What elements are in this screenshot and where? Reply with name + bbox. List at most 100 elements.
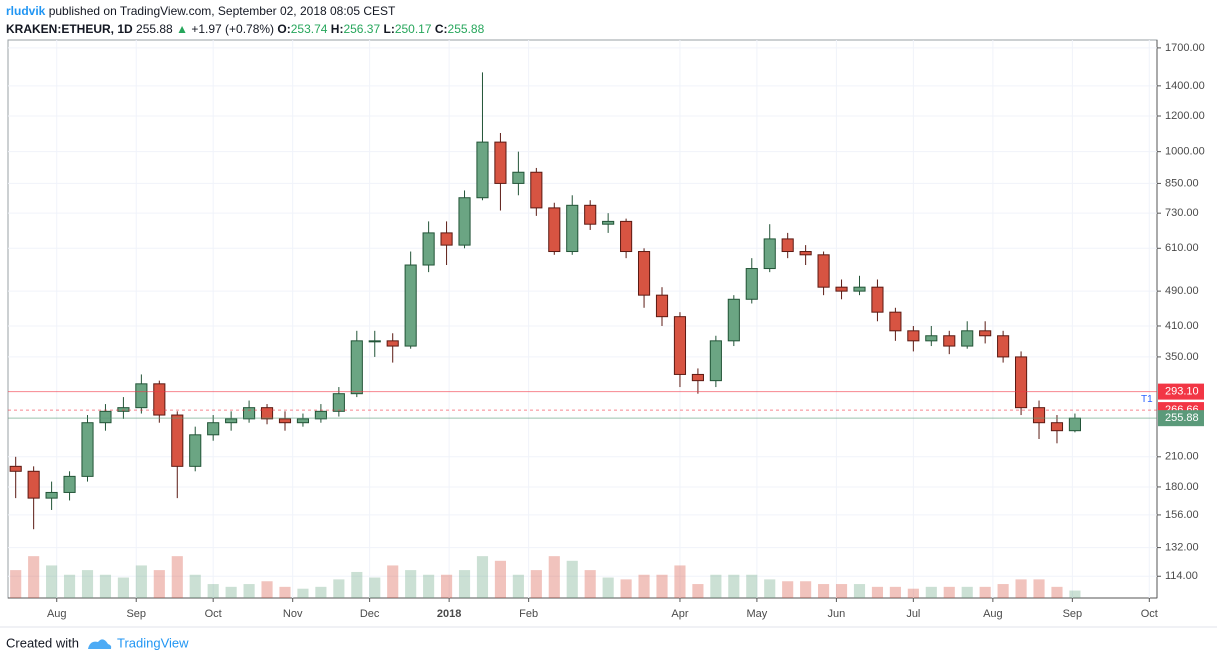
y-tick-label: 132.00 bbox=[1165, 541, 1199, 553]
candle-body bbox=[494, 141, 507, 184]
candle-body bbox=[153, 383, 166, 416]
annotation: T1 bbox=[1141, 394, 1153, 405]
volume-bar bbox=[782, 581, 794, 598]
volume-bar bbox=[297, 588, 309, 598]
volume-bar bbox=[656, 574, 668, 598]
y-tick-label: 850.00 bbox=[1165, 177, 1199, 189]
created-with: Created with bbox=[6, 635, 79, 650]
candle-body bbox=[763, 238, 776, 270]
y-tick-label: 180.00 bbox=[1165, 481, 1199, 493]
volume-bar bbox=[351, 571, 363, 598]
x-tick-label: 2018 bbox=[437, 608, 461, 620]
brand[interactable]: TradingView bbox=[117, 635, 189, 650]
volume-bar bbox=[1033, 579, 1045, 598]
candle-body bbox=[458, 197, 471, 246]
candle-body bbox=[332, 393, 345, 412]
candle-body bbox=[943, 335, 956, 347]
symbol: KRAKEN:ETHEUR, 1D bbox=[6, 22, 133, 36]
candle-body bbox=[530, 171, 543, 209]
plot-frame bbox=[7, 39, 1158, 599]
y-tick-label: 610.00 bbox=[1165, 242, 1199, 254]
volume-bar bbox=[171, 556, 183, 598]
volume-bar bbox=[189, 574, 201, 598]
volume-bar bbox=[333, 579, 345, 598]
price-label: 255.88 bbox=[1165, 412, 1199, 424]
volume-bar bbox=[638, 574, 650, 598]
candle-body bbox=[566, 204, 579, 253]
candle-body bbox=[745, 268, 758, 300]
volume-bar bbox=[584, 570, 596, 598]
x-tick-label: Oct bbox=[1141, 608, 1158, 620]
candle-body bbox=[368, 340, 381, 343]
candle-body bbox=[296, 418, 310, 424]
volume-bar bbox=[135, 565, 147, 598]
candle-body bbox=[225, 418, 238, 424]
x-tick-label: Apr bbox=[671, 608, 688, 620]
symbol-line: KRAKEN:ETHEUR, 1D 255.88 ▲ +1.97 (+0.78%… bbox=[6, 22, 484, 36]
volume-bar bbox=[494, 560, 506, 598]
volume-bar bbox=[476, 556, 489, 598]
candle-body bbox=[925, 335, 938, 342]
y-tick-label: 210.00 bbox=[1165, 451, 1199, 463]
volume-bar bbox=[512, 574, 524, 598]
y-tick-label: 410.00 bbox=[1165, 320, 1199, 332]
volume-bar bbox=[853, 584, 866, 598]
volume-bar bbox=[764, 579, 776, 598]
candle-body bbox=[979, 330, 992, 337]
volume-bar bbox=[602, 577, 614, 598]
logo bbox=[88, 639, 112, 649]
candle-body bbox=[189, 434, 202, 467]
volume-bar bbox=[117, 577, 129, 598]
volume-bar bbox=[548, 556, 560, 598]
author[interactable]: rludvik bbox=[6, 4, 46, 18]
volume-bar bbox=[441, 574, 453, 598]
y-tick-label: 156.00 bbox=[1165, 509, 1199, 521]
h-label: H: bbox=[330, 22, 344, 36]
candle-body bbox=[620, 220, 633, 253]
candle-body bbox=[637, 251, 651, 296]
candle-body bbox=[9, 465, 22, 472]
volume-bar bbox=[818, 584, 830, 598]
volume-bar bbox=[315, 586, 327, 598]
volume-bar bbox=[1069, 590, 1081, 598]
volume-bar bbox=[261, 581, 273, 598]
x-tick-label: Aug bbox=[47, 608, 67, 620]
volume-bar bbox=[943, 586, 955, 598]
x-tick-label: Nov bbox=[283, 608, 303, 620]
volume-bar bbox=[423, 574, 435, 598]
candle-body bbox=[117, 407, 130, 412]
y-tick-label: 490.00 bbox=[1165, 285, 1199, 297]
y-tick-label: 114.00 bbox=[1165, 570, 1198, 582]
arrow: ▲ bbox=[176, 22, 188, 36]
candle-body bbox=[673, 316, 687, 375]
candle-body bbox=[99, 410, 112, 424]
candle-body bbox=[1032, 407, 1046, 424]
volume-bar bbox=[979, 586, 991, 598]
candle-body bbox=[350, 340, 363, 395]
volume-bar bbox=[889, 586, 901, 598]
volume-bar bbox=[1051, 586, 1063, 598]
y-tick-label: 1000.00 bbox=[1165, 146, 1205, 158]
volume-bar bbox=[746, 574, 758, 598]
volume-bar bbox=[907, 588, 919, 598]
l-label: L: bbox=[383, 22, 395, 36]
candle-body bbox=[45, 491, 58, 499]
publish-line: rludvik published on TradingView.com, Se… bbox=[6, 4, 395, 18]
candle-body bbox=[997, 335, 1010, 358]
candle-body bbox=[278, 418, 292, 424]
volume-bar bbox=[10, 570, 22, 598]
candle-body bbox=[709, 340, 722, 382]
volume-bar bbox=[369, 577, 381, 598]
volume-bar bbox=[279, 586, 291, 598]
volume-bar bbox=[997, 584, 1009, 598]
x-tick-label: Sep bbox=[1063, 608, 1083, 620]
volume-bar bbox=[692, 584, 704, 598]
candle-body bbox=[440, 232, 453, 246]
volume-bar bbox=[925, 586, 937, 598]
x-tick-label: May bbox=[747, 608, 768, 620]
h: 256.37 bbox=[343, 22, 381, 36]
y-tick-label: 1400.00 bbox=[1165, 80, 1205, 92]
volume-bar bbox=[530, 570, 542, 598]
o-label: O: bbox=[277, 22, 291, 36]
